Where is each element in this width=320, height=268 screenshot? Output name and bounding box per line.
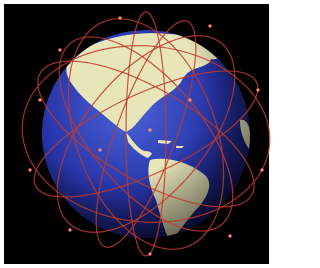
satellite [228, 234, 231, 237]
satellite [68, 228, 71, 231]
satellite [118, 16, 121, 19]
satellite [98, 148, 101, 151]
page [0, 0, 273, 268]
satellite-image [0, 0, 273, 268]
satellite [148, 128, 151, 131]
satellite [38, 98, 41, 101]
satellite [28, 168, 31, 171]
satellite [208, 24, 211, 27]
satellite [58, 48, 61, 51]
satellite [148, 252, 151, 255]
satellite [188, 98, 191, 101]
satellite [256, 88, 259, 91]
satellite [260, 168, 263, 171]
